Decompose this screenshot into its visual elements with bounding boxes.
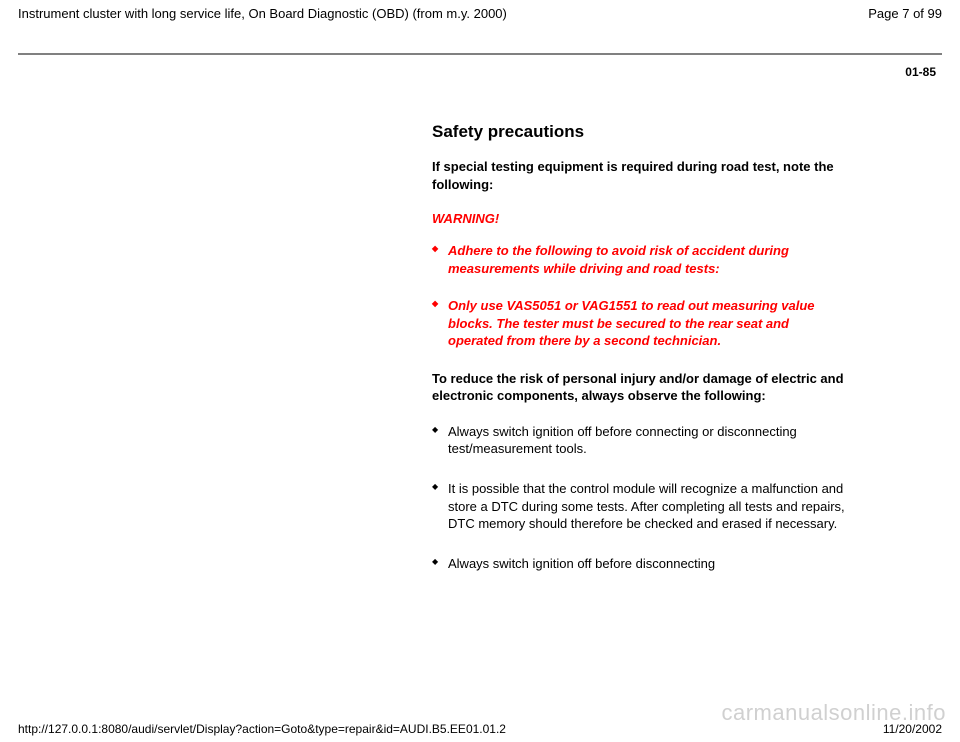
note-item: It is possible that the control module w… <box>432 480 847 533</box>
page-header: Instrument cluster with long service lif… <box>0 0 960 25</box>
reduce-risk-paragraph: To reduce the risk of personal injury an… <box>432 370 847 405</box>
page-footer: http://127.0.0.1:8080/audi/servlet/Displ… <box>18 722 942 736</box>
warning-item: Adhere to the following to avoid risk of… <box>432 242 847 277</box>
section-heading: Safety precautions <box>432 122 847 142</box>
footer-date: 11/20/2002 <box>883 722 942 736</box>
section-reference: 01-85 <box>0 55 960 79</box>
warning-item: Only use VAS5051 or VAG1551 to read out … <box>432 297 847 350</box>
intro-paragraph: If special testing equipment is required… <box>432 158 847 193</box>
footer-url: http://127.0.0.1:8080/audi/servlet/Displ… <box>18 722 506 736</box>
note-item: Always switch ignition off before connec… <box>432 423 847 458</box>
document-title: Instrument cluster with long service lif… <box>18 6 868 21</box>
warning-list: Adhere to the following to avoid risk of… <box>432 242 847 350</box>
content-body: Safety precautions If special testing eq… <box>432 122 847 594</box>
page-indicator: Page 7 of 99 <box>868 6 942 21</box>
note-item: Always switch ignition off before discon… <box>432 555 847 573</box>
notes-list: Always switch ignition off before connec… <box>432 423 847 572</box>
warning-label: WARNING! <box>432 211 847 226</box>
